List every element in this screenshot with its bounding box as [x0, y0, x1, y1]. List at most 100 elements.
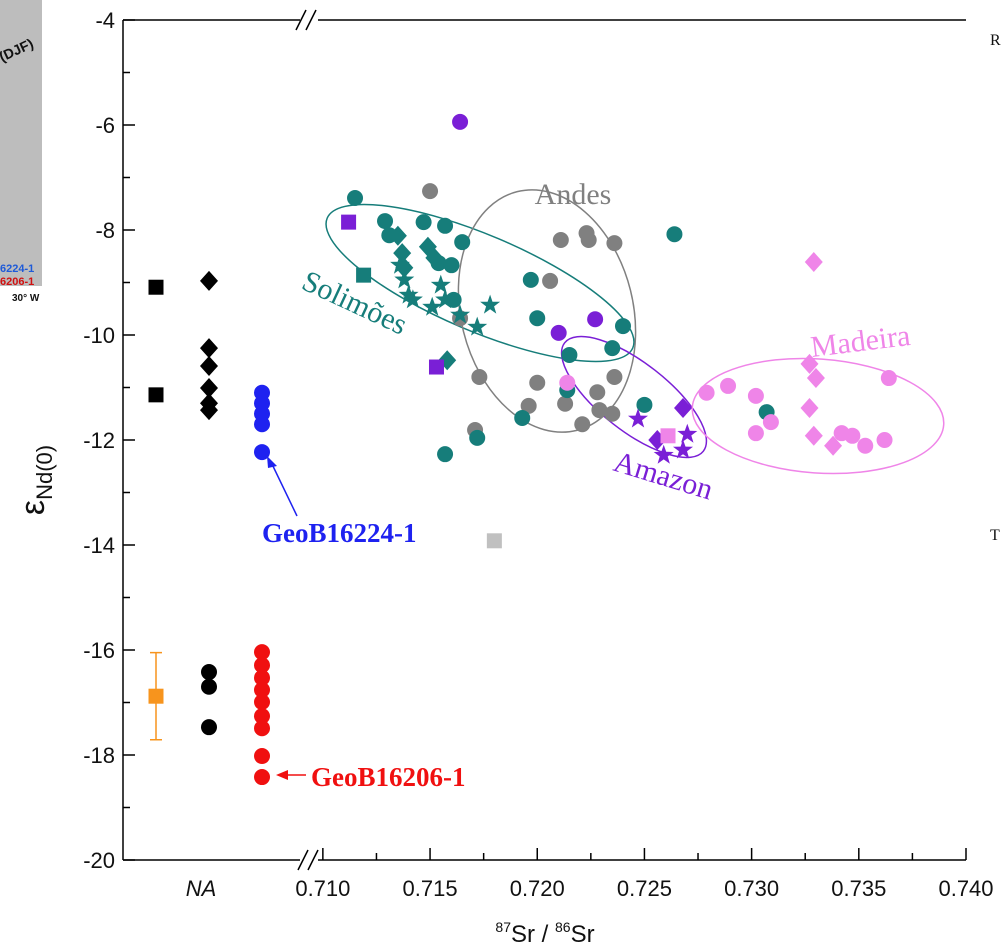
point [429, 360, 444, 375]
point [677, 424, 697, 443]
point [748, 388, 764, 404]
x-axis-title-sup: 86 [555, 919, 571, 935]
point [149, 387, 164, 402]
point [431, 275, 451, 294]
point [443, 257, 459, 273]
point [514, 410, 530, 426]
point [149, 280, 164, 295]
y-tick-label: -12 [83, 428, 115, 453]
y-tick-label: -10 [83, 323, 115, 348]
group-label: Madeira [809, 319, 912, 364]
point [801, 398, 819, 418]
point [254, 748, 270, 764]
point [469, 430, 485, 446]
point [523, 272, 539, 288]
point [529, 375, 545, 391]
point [529, 310, 545, 326]
point [589, 384, 605, 400]
point [422, 183, 438, 199]
point [604, 406, 620, 422]
point [805, 252, 823, 272]
y-tick-label: -4 [95, 8, 115, 33]
point [341, 215, 356, 230]
point [604, 340, 620, 356]
point [200, 338, 218, 358]
point [561, 347, 577, 363]
x-tick-label: 0.720 [510, 876, 565, 901]
point [559, 375, 575, 391]
point [881, 370, 897, 386]
group-ellipse [434, 171, 660, 451]
point [857, 438, 873, 454]
x-axis-title-part: Sr [571, 921, 595, 948]
y-axis-title-sub: Nd(0) [32, 445, 57, 500]
point [437, 446, 453, 462]
point [201, 719, 217, 735]
chart: (DJF) 6224-1 6206-1 30° W R T Andes Soli… [0, 0, 1006, 950]
point [551, 325, 567, 341]
point [574, 416, 590, 432]
point [254, 444, 270, 460]
point [149, 689, 164, 704]
point [748, 425, 764, 441]
point [254, 769, 270, 785]
point [201, 679, 217, 695]
point [877, 432, 893, 448]
point [636, 397, 652, 413]
x-category-label: NA [186, 876, 217, 901]
x-tick-label: 0.735 [831, 876, 886, 901]
axis-break [296, 10, 318, 870]
x-axis-title-part: Sr / [511, 921, 555, 948]
point [254, 720, 270, 736]
side-text: R [990, 32, 1001, 49]
point [557, 396, 573, 412]
point [416, 214, 432, 230]
point [587, 311, 603, 327]
x-tick-label: 0.710 [295, 876, 350, 901]
point [480, 295, 500, 314]
point [200, 356, 218, 376]
point [674, 398, 692, 418]
y-tick-label: -20 [83, 848, 115, 873]
point [666, 226, 682, 242]
point [844, 428, 860, 444]
point [615, 318, 631, 334]
core-label: GeoB16206-1 [311, 762, 466, 792]
map-text: 30° W [12, 293, 40, 304]
point [467, 317, 487, 336]
point [661, 428, 676, 443]
point [487, 533, 502, 548]
y-tick-label: -6 [95, 113, 115, 138]
point [393, 243, 411, 263]
point [454, 234, 470, 250]
map-text: 6224-1 [0, 263, 34, 275]
x-axis-title: 87Sr / 86Sr [495, 919, 594, 948]
core-label: GeoB16224-1 [262, 518, 417, 548]
point [805, 426, 823, 446]
point [720, 378, 736, 394]
point [356, 268, 371, 283]
group-ellipse [688, 350, 947, 481]
arrow [271, 462, 297, 516]
x-tick-label: 0.730 [724, 876, 779, 901]
point [201, 664, 217, 680]
point [347, 190, 363, 206]
point [699, 385, 715, 401]
x-axis-title-sup: 87 [495, 919, 511, 935]
y-axis-title-symbol: ε [14, 500, 52, 515]
x-tick-label: 0.740 [938, 876, 993, 901]
point [606, 235, 622, 251]
group-label: Solimões [297, 264, 412, 341]
y-tick-label: -8 [95, 218, 115, 243]
point [542, 273, 558, 289]
y-axis-title: εNd(0) [14, 445, 57, 515]
point [200, 271, 218, 291]
point [606, 369, 622, 385]
side-text: T [990, 527, 1000, 544]
x-tick-label: 0.715 [403, 876, 458, 901]
y-tick-label: -14 [83, 533, 115, 558]
point [394, 269, 414, 288]
y-tick-label: -16 [83, 638, 115, 663]
map-text: 6206-1 [0, 276, 34, 288]
point [763, 414, 779, 430]
